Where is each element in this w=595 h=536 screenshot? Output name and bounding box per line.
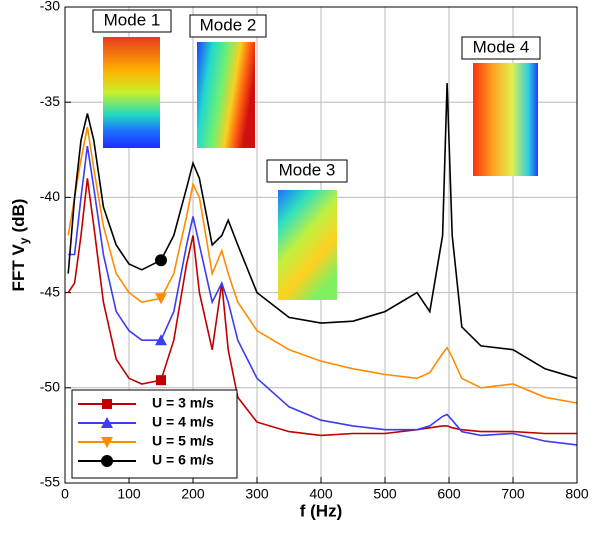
mode-label: Mode 1: [104, 10, 161, 29]
mode-label-box: [461, 36, 541, 60]
legend-label: U = 5 m/s: [152, 433, 214, 449]
x-tick-label: 0: [61, 486, 69, 502]
legend-label: U = 6 m/s: [152, 452, 214, 468]
mode-label: Mode 2: [200, 15, 257, 34]
legend: U = 3 m/s U = 4 m/s U = 5 m/s U = 6 m/s: [71, 389, 238, 479]
y-tick-label: -30: [40, 0, 60, 14]
mode-image: [197, 42, 255, 148]
series-line: [68, 145, 578, 446]
mode-label: Mode 3: [279, 160, 336, 179]
mode-image: [473, 63, 538, 176]
legend-label: U = 4 m/s: [152, 414, 214, 430]
x-tick-label: 400: [309, 486, 333, 502]
mode-insets: Mode 1 Mode 2 Mode 3 Mode 4: [92, 9, 541, 300]
marker: [156, 375, 166, 386]
x-tick-label: 600: [437, 486, 461, 502]
marker: [155, 334, 167, 346]
mode-image: [278, 190, 337, 300]
mode-label-box: [266, 159, 348, 183]
marker: [155, 254, 167, 267]
y-axis-label-unit: (dB): [9, 199, 28, 233]
y-axis-label: FFT Vy (dB): [9, 199, 31, 292]
series-line: [67, 83, 578, 380]
x-tick-label: 200: [181, 486, 205, 502]
x-axis-label: f (Hz): [300, 501, 342, 520]
series-line: [67, 126, 578, 404]
x-tick-label: 100: [117, 486, 141, 502]
y-tick-label: -55: [40, 474, 60, 490]
mode-image: [103, 37, 160, 148]
x-tick-label: 500: [373, 486, 397, 502]
plot-frame: [64, 6, 578, 484]
x-tick-label: 800: [565, 486, 589, 502]
legend-marker: [102, 399, 112, 409]
series-line: [67, 178, 577, 437]
marker: [155, 293, 167, 305]
y-axis-label-subscript: y: [17, 237, 31, 244]
mode-label: Mode 4: [473, 37, 530, 56]
y-tick-label: -50: [40, 379, 60, 395]
legend-label: U = 3 m/s: [152, 395, 214, 411]
legend-marker: [101, 455, 113, 467]
y-tick-label: -40: [40, 188, 60, 204]
legend-marker: [101, 417, 113, 428]
y-tick-label: -35: [40, 93, 60, 109]
legend-marker: [101, 437, 113, 448]
y-tick-label: -45: [40, 283, 60, 299]
mode-label-box: [92, 9, 172, 33]
y-axis-label-part: FFT V: [9, 244, 28, 292]
x-tick-label: 700: [501, 486, 525, 502]
x-tick-label: 300: [245, 486, 269, 502]
mode-label-box: [189, 14, 267, 38]
